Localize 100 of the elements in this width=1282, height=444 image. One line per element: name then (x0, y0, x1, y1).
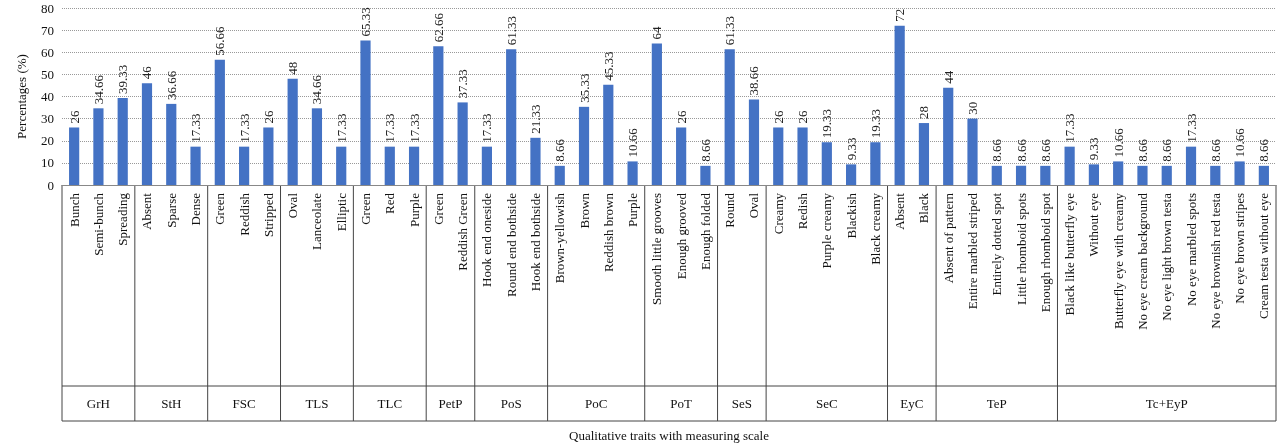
data-label: 28 (916, 106, 932, 120)
x-tick-label: Absent (139, 192, 155, 230)
text: StH (161, 396, 182, 411)
bar (457, 102, 468, 185)
bar (676, 127, 687, 185)
bar (773, 127, 784, 185)
data-label: 17.33 (479, 113, 495, 143)
bar (1210, 165, 1221, 185)
data-label: 34.66 (90, 74, 106, 105)
text: FSC (232, 396, 256, 411)
x-tick-label: Absent (892, 192, 908, 230)
bar (214, 59, 225, 185)
x-tick-label: Redish (795, 192, 811, 230)
x-tick-label: Reddish brown (600, 192, 616, 273)
x-tick-label: Lanceolate (309, 192, 325, 251)
x-tick-label: Oval (746, 192, 762, 219)
x-tick-label: No eye brownish red testa (1207, 192, 1223, 329)
x-tick-label: Black like butterfly eye (1062, 192, 1078, 316)
data-label: 10.66 (1110, 127, 1126, 158)
y-tick-label: 70 (41, 22, 54, 38)
x-tick-label: Enough grooved (673, 192, 689, 280)
bar (336, 146, 347, 185)
text: TLS (305, 396, 329, 411)
bar (651, 43, 662, 185)
data-label: 17.33 (1062, 113, 1078, 143)
text: EyC (900, 396, 924, 411)
data-label: 8.66 (1013, 138, 1029, 162)
data-label: 9.33 (843, 137, 859, 161)
data-label: 17.33 (1183, 113, 1199, 143)
y-tick-label: 40 (41, 89, 54, 104)
x-tick-label: Entirely dotted spot (989, 192, 1005, 296)
bar (433, 46, 444, 185)
x-tick-label: Brown (576, 192, 592, 229)
x-tick-label: Entire marbled striped (965, 192, 980, 310)
x-tick-label: Green (430, 192, 446, 225)
x-tick-label: No eye cream background (1134, 192, 1150, 330)
bar (506, 49, 517, 185)
data-label: 8.66 (989, 138, 1005, 162)
x-tick-label: Round end bothside (503, 192, 519, 297)
x-tick-label: Bunch (66, 192, 82, 227)
data-label: 17.33 (236, 113, 252, 143)
data-label: 62.66 (430, 12, 446, 43)
bar (1137, 165, 1148, 185)
x-tick-label: Without eye (1086, 192, 1102, 257)
x-tick-label: Cream testa without eye (1256, 192, 1272, 319)
data-label: 36.66 (163, 70, 179, 100)
bar (408, 146, 420, 185)
data-label: 72 (892, 8, 908, 22)
bar (263, 127, 274, 185)
bar (530, 137, 541, 185)
x-tick-label: Smooth little grooves (649, 193, 665, 305)
data-label: 21.33 (527, 104, 543, 134)
x-tick-label: Reddish Green (455, 192, 471, 271)
bar (943, 87, 954, 185)
y-tick-label: 10 (41, 155, 54, 171)
x-tick-label: Absent of pattern (940, 192, 956, 284)
data-label: 61.33 (503, 16, 519, 46)
bar (1015, 165, 1027, 185)
y-tick-label: 0 (47, 177, 54, 193)
data-label: 8.66 (1256, 138, 1272, 162)
x-tick-label: Black creamy (867, 192, 883, 265)
text: PoS (500, 396, 522, 411)
bar (724, 49, 735, 185)
data-label: 61.33 (722, 16, 738, 46)
data-label: 65.33 (358, 7, 373, 37)
bar (360, 40, 371, 185)
bar (190, 146, 201, 185)
x-tick-label: Purple (406, 192, 422, 227)
y-axis-title: Percentages (%) (14, 54, 29, 139)
x-tick-label: No eye brown stripes (1232, 193, 1248, 304)
bar (166, 103, 177, 185)
x-tick-label: No eye marbled spots (1183, 193, 1199, 307)
y-tick-label: 50 (41, 66, 54, 82)
bar (1064, 146, 1075, 185)
data-label: 8.66 (1134, 138, 1150, 162)
data-label: 17.33 (333, 113, 349, 143)
bar (287, 78, 298, 185)
bar (239, 146, 250, 185)
data-label: 26 (770, 109, 786, 124)
data-label: 45.33 (600, 51, 616, 81)
data-label: 38.66 (746, 65, 762, 96)
data-label: 44 (940, 70, 956, 84)
y-tick-label: 20 (41, 133, 54, 149)
x-tick-label: Hook end oneside (479, 192, 495, 287)
bar (93, 108, 104, 185)
bar (117, 97, 128, 185)
x-tick-label: Purple (625, 192, 641, 227)
text: GrH (86, 396, 110, 411)
data-label: 64 (649, 25, 665, 40)
x-tick-label: Round (722, 192, 738, 228)
text: SeS (731, 396, 752, 411)
bar (797, 127, 808, 185)
bar (870, 142, 881, 185)
data-label: 17.33 (188, 113, 204, 143)
y-tick-label: 60 (41, 44, 54, 60)
data-label: 17.33 (382, 113, 398, 143)
text: PoT (670, 396, 693, 411)
x-tick-label: No eye light brown testa (1159, 192, 1175, 321)
bar (967, 118, 978, 185)
bar (894, 25, 905, 185)
